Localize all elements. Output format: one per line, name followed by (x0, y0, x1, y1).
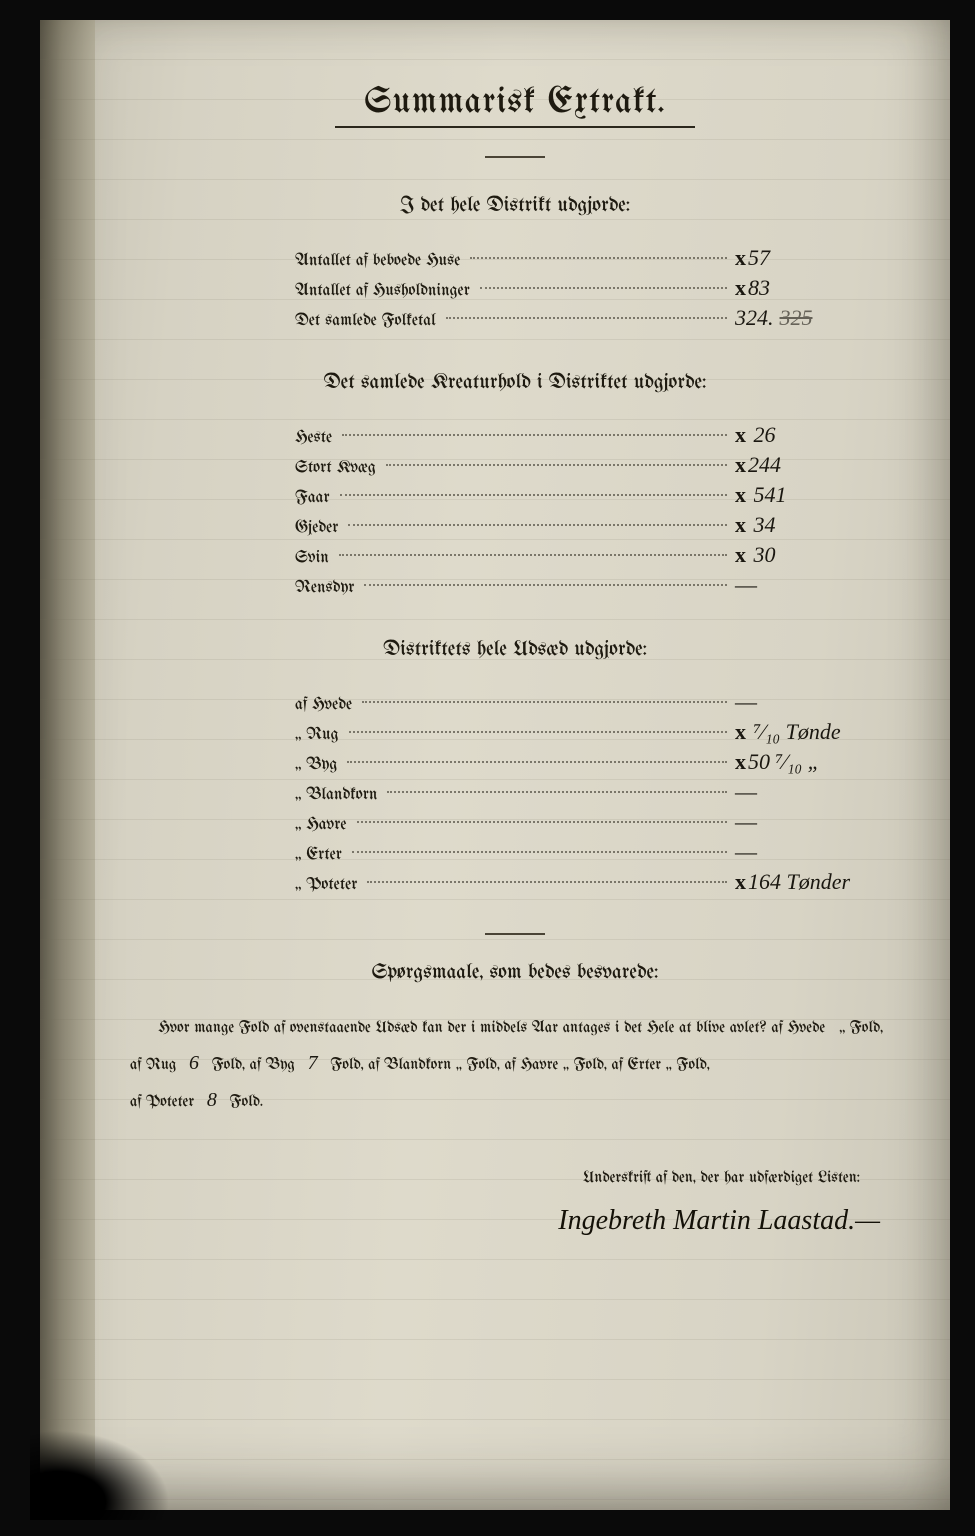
dot-leader (446, 317, 727, 319)
divider (485, 156, 545, 158)
value: x 541 (735, 482, 855, 508)
dot-leader (364, 584, 727, 586)
label: Faar (295, 490, 330, 507)
value: — (735, 839, 855, 865)
dot-leader (340, 494, 727, 496)
questions-text: Hvor mange Fold af ovenstaaende Udsæd ka… (130, 1012, 890, 1120)
row-svin: Svin x 30 (295, 542, 855, 572)
label: „ Erter (295, 847, 342, 864)
dot-leader (352, 851, 727, 853)
label: Heste (295, 430, 332, 447)
label: „ Blandkorn (295, 787, 377, 804)
questions-heading: Spørgsmaale, som bedes besvarede: (100, 963, 930, 984)
dot-leader (362, 701, 727, 703)
dot-leader (387, 791, 727, 793)
label: Antallet af Husholdninger (295, 283, 470, 300)
row-folketal: Det samlede Folketal 324.325 (295, 305, 855, 335)
row-gjeder: Gjeder x 34 (295, 512, 855, 542)
label: af Hvede (295, 697, 352, 714)
section2-heading: Det samlede Kreaturhold i Distriktet udg… (100, 373, 930, 394)
hand-rug: 6 (181, 1052, 207, 1074)
dot-leader (339, 554, 727, 556)
label: Gjeder (295, 520, 338, 537)
label: „ Byg (295, 757, 337, 774)
label: Det samlede Folketal (295, 313, 436, 330)
value: x50 ⁷⁄₁₀ „ (735, 749, 855, 775)
row-erter: „ Erter — (295, 839, 855, 869)
section3-heading: Distriktets hele Udsæd udgjorde: (100, 640, 930, 661)
row-rug: „ Rug x ⁷⁄₁₀ Tønde (295, 719, 855, 749)
label: „ Poteter (295, 877, 357, 894)
label: „ Rug (295, 727, 339, 744)
page-title: Summarisk Extrakt. (100, 85, 930, 122)
book-spine-shadow (40, 20, 95, 1510)
section3-block: af Hvede — „ Rug x ⁷⁄₁₀ Tønde „ Byg x50 … (295, 689, 855, 899)
section2-block: Heste x 26 Stort Kvæg x244 Faar x 541 Gj… (295, 422, 855, 602)
label: „ Havre (295, 817, 347, 834)
title-underline (335, 126, 695, 128)
row-heste: Heste x 26 (295, 422, 855, 452)
dot-leader (347, 761, 727, 763)
label: Rensdyr (295, 580, 354, 597)
row-husholdninger: Antallet af Husholdninger x83 (295, 275, 855, 305)
page-content: Summarisk Extrakt. I det hele Distrikt u… (100, 30, 930, 1480)
dot-leader (342, 434, 727, 436)
hand-byg: 7 (300, 1052, 326, 1074)
value: 324.325 (735, 305, 855, 331)
signature-caption: Underskrift af den, der har udfærdiget L… (100, 1170, 860, 1187)
questions-line3: af Poteter 8 Fold. (130, 1083, 890, 1120)
row-kvaeg: Stort Kvæg x244 (295, 452, 855, 482)
row-rensdyr: Rensdyr — (295, 572, 855, 602)
row-byg: „ Byg x50 ⁷⁄₁₀ „ (295, 749, 855, 779)
signature: Ingebreth Martin Laastad.— (100, 1205, 880, 1237)
dot-leader (480, 287, 727, 289)
value: x164 Tønder (735, 869, 855, 895)
row-huse: Antallet af beboede Huse x57 (295, 245, 855, 275)
value: x 30 (735, 542, 855, 568)
value: x244 (735, 452, 855, 478)
label: Stort Kvæg (295, 460, 376, 477)
value: x 26 (735, 422, 855, 448)
row-faar: Faar x 541 (295, 482, 855, 512)
label: Antallet af beboede Huse (295, 253, 460, 270)
questions-line1: Hvor mange Fold af ovenstaaende Udsæd ka… (130, 1012, 890, 1046)
row-havre: „ Havre — (295, 809, 855, 839)
value: — (735, 779, 855, 805)
value: x83 (735, 275, 855, 301)
dot-leader (470, 257, 727, 259)
section1-heading: I det hele Distrikt udgjorde: (100, 196, 930, 217)
dot-leader (367, 881, 727, 883)
row-blandkorn: „ Blandkorn — (295, 779, 855, 809)
dot-leader (386, 464, 727, 466)
row-hvede: af Hvede — (295, 689, 855, 719)
row-poteter: „ Poteter x164 Tønder (295, 869, 855, 899)
value: x ⁷⁄₁₀ Tønde (735, 719, 855, 745)
value: — (735, 809, 855, 835)
value: x 34 (735, 512, 855, 538)
dot-leader (357, 821, 727, 823)
section1-block: Antallet af beboede Huse x57 Antallet af… (295, 245, 855, 335)
scanned-page: Summarisk Extrakt. I det hele Distrikt u… (40, 20, 950, 1510)
dot-leader (349, 731, 727, 733)
questions-line2: af Rug 6 Fold, af Byg 7 Fold, af Blandko… (130, 1046, 890, 1083)
dot-leader (348, 524, 727, 526)
value: — (735, 689, 855, 715)
value: — (735, 572, 855, 598)
value: x57 (735, 245, 855, 271)
hand-poteter: 8 (199, 1089, 225, 1111)
label: Svin (295, 550, 329, 567)
divider (485, 933, 545, 935)
